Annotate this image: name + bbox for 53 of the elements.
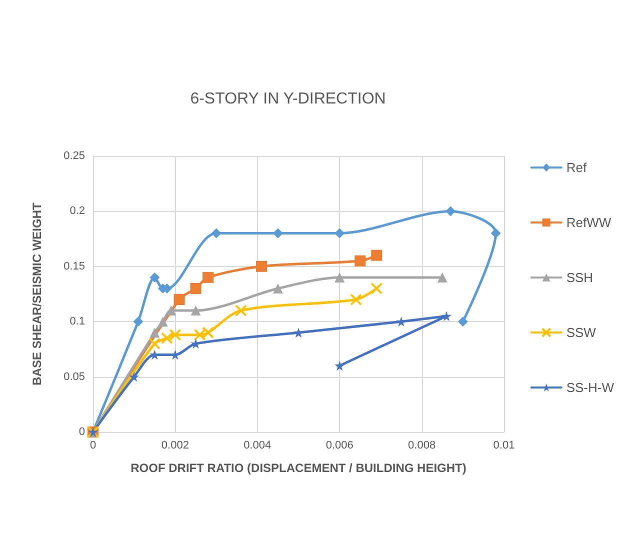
point bbox=[194, 328, 206, 341]
point bbox=[272, 228, 283, 238]
y-tick-label: 0.1 bbox=[70, 316, 85, 328]
legend-label: SSW bbox=[566, 325, 597, 340]
point bbox=[150, 328, 160, 338]
point bbox=[158, 316, 168, 327]
point bbox=[350, 294, 362, 306]
point bbox=[129, 372, 140, 382]
legend-label: SSH bbox=[566, 270, 594, 285]
point bbox=[190, 306, 201, 316]
point bbox=[370, 282, 383, 294]
x-tick-label: 0.006 bbox=[326, 440, 354, 452]
point bbox=[166, 306, 176, 316]
legend-label: SS-H-W bbox=[566, 380, 615, 395]
x-tick-label: 0.002 bbox=[161, 440, 189, 452]
point bbox=[169, 328, 182, 341]
point bbox=[490, 228, 501, 238]
point bbox=[441, 311, 452, 322]
y-tick-label: 0.25 bbox=[64, 150, 85, 162]
x-tick-label: 0.004 bbox=[244, 440, 272, 452]
point bbox=[294, 328, 304, 338]
point bbox=[272, 283, 283, 294]
y-tick-label: 0 bbox=[78, 426, 85, 438]
legend-label: Ref bbox=[566, 160, 587, 175]
x-axis-title: ROOF DRIFT RATIO (DISPLACEMENT / BUILDING HEIGHT) bbox=[130, 461, 466, 475]
point bbox=[234, 304, 247, 317]
point bbox=[148, 338, 161, 350]
point bbox=[437, 272, 448, 282]
point bbox=[256, 260, 268, 272]
y-tick-label: 0.2 bbox=[70, 205, 85, 218]
point bbox=[334, 228, 345, 238]
y-tick-label: 0.15 bbox=[64, 260, 85, 272]
point bbox=[202, 272, 214, 283]
point bbox=[150, 272, 160, 282]
x-tick-label: 0 bbox=[90, 440, 96, 452]
point bbox=[371, 250, 382, 261]
point bbox=[202, 326, 214, 339]
point bbox=[334, 272, 345, 282]
point bbox=[458, 316, 468, 327]
point bbox=[446, 206, 456, 216]
point bbox=[211, 228, 222, 238]
y-axis-title: BASE SHEAR/SEISMIC WEIGHT bbox=[30, 202, 44, 386]
point bbox=[133, 316, 144, 327]
point bbox=[190, 282, 202, 294]
y-tick-label: 0.05 bbox=[64, 370, 85, 383]
legend-label: RefWW bbox=[566, 215, 612, 230]
chart-title: 6-STORY IN Y-DIRECTION bbox=[190, 90, 386, 108]
x-tick-label: 0.01 bbox=[493, 440, 515, 452]
x-tick-label: 0.008 bbox=[408, 440, 436, 452]
point bbox=[160, 332, 173, 344]
point bbox=[354, 255, 366, 266]
point bbox=[174, 294, 185, 306]
point bbox=[334, 360, 345, 371]
